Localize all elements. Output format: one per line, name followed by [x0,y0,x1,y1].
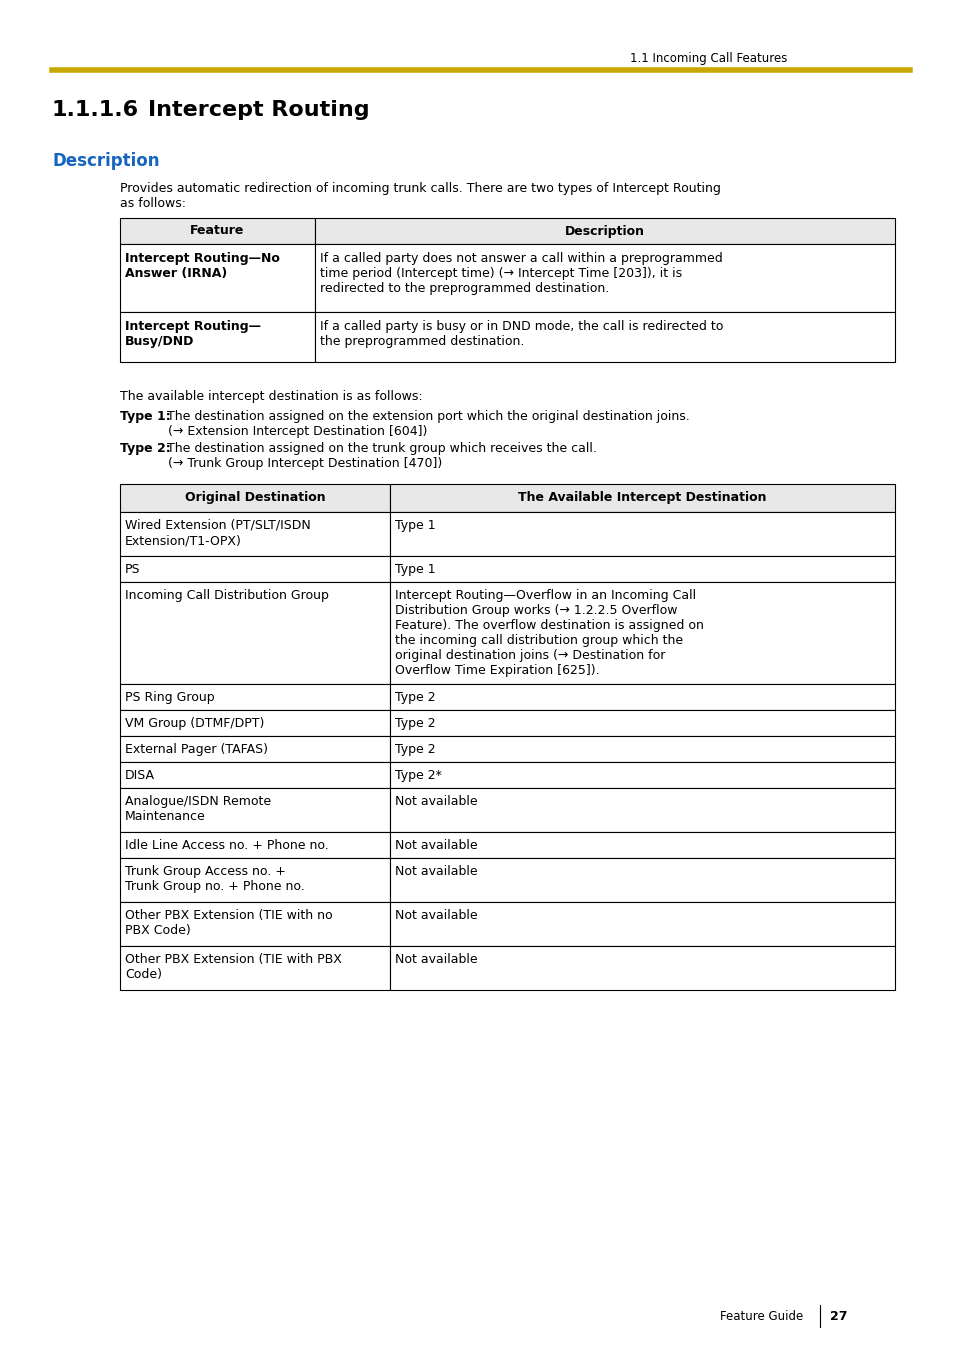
Text: Other PBX Extension (TIE with no
PBX Code): Other PBX Extension (TIE with no PBX Cod… [125,909,333,938]
Text: PS: PS [125,563,140,576]
Bar [390,736,894,762]
Text: Provides automatic redirection of incoming trunk calls. There are two types of I: Provides automatic redirection of incomi… [120,182,720,209]
Text: Other PBX Extension (TIE with PBX
Code): Other PBX Extension (TIE with PBX Code) [125,952,341,981]
Text: Not available: Not available [395,839,477,852]
Text: Type 1:: Type 1: [120,409,171,423]
Bar [390,557,894,582]
Text: If a called party is busy or in DND mode, the call is redirected to
the preprogr: If a called party is busy or in DND mode… [319,320,722,349]
Text: Intercept Routing—No
Answer (IRNA): Intercept Routing—No Answer (IRNA) [125,253,279,280]
Text: Description: Description [52,153,159,170]
Bar [120,832,390,858]
Text: If a called party does not answer a call within a preprogrammed
time period (Int: If a called party does not answer a call… [319,253,722,295]
Text: Type 2: Type 2 [395,717,436,730]
Bar [120,312,314,362]
Text: Original Destination: Original Destination [185,492,325,504]
Text: VM Group (DTMF/DPT): VM Group (DTMF/DPT) [125,717,264,730]
Bar [120,512,390,557]
Bar [390,684,894,711]
Bar [120,218,314,245]
Text: Intercept Routing: Intercept Routing [148,100,369,120]
Text: Intercept Routing—Overflow in an Incoming Call
Distribution Group works (→ 1.2.2: Intercept Routing—Overflow in an Incomin… [395,589,703,677]
Text: Type 2: Type 2 [395,743,436,757]
Bar [120,711,390,736]
Text: Type 2*: Type 2* [395,769,441,782]
Bar [390,582,894,684]
Text: Not available: Not available [395,909,477,921]
Bar [390,512,894,557]
Text: Type 2:: Type 2: [120,442,171,455]
Text: (→ Extension Intercept Destination [604]): (→ Extension Intercept Destination [604]… [168,426,427,438]
Text: The Available Intercept Destination: The Available Intercept Destination [517,492,766,504]
Bar [120,736,390,762]
Bar [390,832,894,858]
Bar [120,902,390,946]
Text: Intercept Routing—
Busy/DND: Intercept Routing— Busy/DND [125,320,261,349]
Bar [120,858,390,902]
Bar [120,788,390,832]
Bar [120,245,314,312]
Bar [314,218,894,245]
Text: 27: 27 [829,1310,846,1323]
Text: Feature: Feature [190,224,244,238]
Text: Incoming Call Distribution Group: Incoming Call Distribution Group [125,589,329,603]
Bar [390,858,894,902]
Text: 1.1 Incoming Call Features: 1.1 Incoming Call Features [629,51,786,65]
Bar [120,762,390,788]
Text: Trunk Group Access no. +
Trunk Group no. + Phone no.: Trunk Group Access no. + Trunk Group no.… [125,865,304,893]
Bar [120,484,390,512]
Bar [120,557,390,582]
Bar [120,946,390,990]
Text: The destination assigned on the trunk group which receives the call.: The destination assigned on the trunk gr… [163,442,597,455]
Bar [390,762,894,788]
Text: 1.1.1.6: 1.1.1.6 [52,100,139,120]
Bar [120,684,390,711]
Text: Not available: Not available [395,952,477,966]
Text: The available intercept destination is as follows:: The available intercept destination is a… [120,390,422,403]
Bar [390,902,894,946]
Text: The destination assigned on the extension port which the original destination jo: The destination assigned on the extensio… [163,409,689,423]
Text: External Pager (TAFAS): External Pager (TAFAS) [125,743,268,757]
Text: Type 1: Type 1 [395,519,436,532]
Text: Not available: Not available [395,865,477,878]
Bar [390,484,894,512]
Text: Analogue/ISDN Remote
Maintenance: Analogue/ISDN Remote Maintenance [125,794,271,823]
Bar [390,788,894,832]
Text: Not available: Not available [395,794,477,808]
Bar [390,711,894,736]
Text: Type 1: Type 1 [395,563,436,576]
Text: Type 2: Type 2 [395,690,436,704]
Text: Feature Guide: Feature Guide [720,1310,802,1323]
Text: (→ Trunk Group Intercept Destination [470]): (→ Trunk Group Intercept Destination [47… [168,457,442,470]
Text: Description: Description [564,224,644,238]
Text: PS Ring Group: PS Ring Group [125,690,214,704]
Bar [120,582,390,684]
Bar [314,245,894,312]
Bar [390,946,894,990]
Text: Wired Extension (PT/SLT/ISDN
Extension/T1-OPX): Wired Extension (PT/SLT/ISDN Extension/T… [125,519,311,547]
Text: DISA: DISA [125,769,154,782]
Text: Idle Line Access no. + Phone no.: Idle Line Access no. + Phone no. [125,839,329,852]
Bar [314,312,894,362]
